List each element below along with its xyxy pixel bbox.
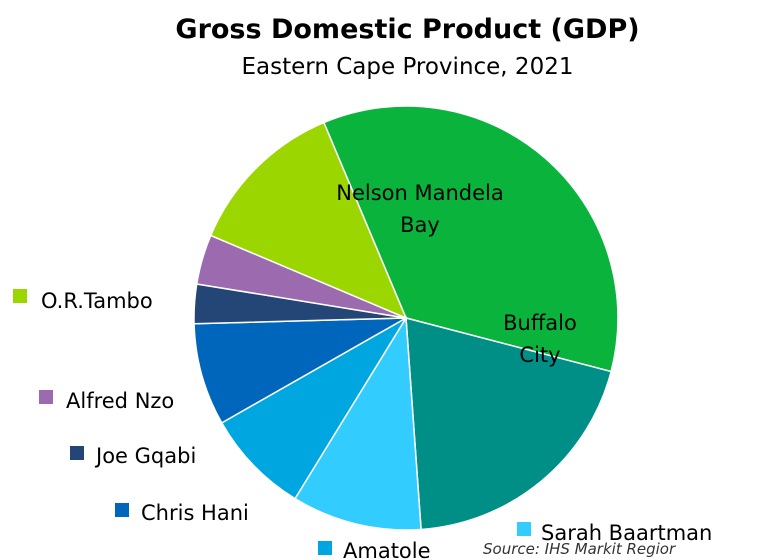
chart-title: Gross Domestic Product (GDP) [175,14,640,45]
source-note: Source: IHS Markit Regior [483,540,676,558]
slice-label-nelson-mandela-bay: Nelson Mandela Bay [336,181,504,237]
legend-label-amatole: Amatole [343,539,431,560]
legend-marker-chris-hani [115,503,129,517]
legend-marker-alfred-nzo [39,390,53,404]
legend-label-alfred-nzo: Alfred Nzo [66,389,174,413]
legend-marker-sarah-baartman [517,522,531,536]
legend-label-chris-hani: Chris Hani [141,501,249,525]
pie-slice-amatole [220,317,407,500]
pie-slice-nelson-mandela-bay [322,105,619,373]
legend-marker-amatole [318,541,332,555]
pie-slice-o-r-tambo [209,121,408,320]
pie-slice-chris-hani [193,317,407,424]
slice-label-buffalo-city: Buffalo City [503,311,577,367]
legend-label-joe-gqabi: Joe Gqabi [94,444,196,468]
legend-marker-o-r-tambo [13,289,27,303]
chart-subtitle: Eastern Cape Province, 2021 [241,54,574,80]
legend-marker-joe-gqabi [70,446,84,460]
pie-slice-sarah-baartman [294,315,422,531]
legend-label-o-r-tambo: O.R.Tambo [41,289,153,313]
legend-label-sarah-baartman: Sarah Baartman [541,521,712,545]
pie-slice-buffalo-city [405,317,613,531]
